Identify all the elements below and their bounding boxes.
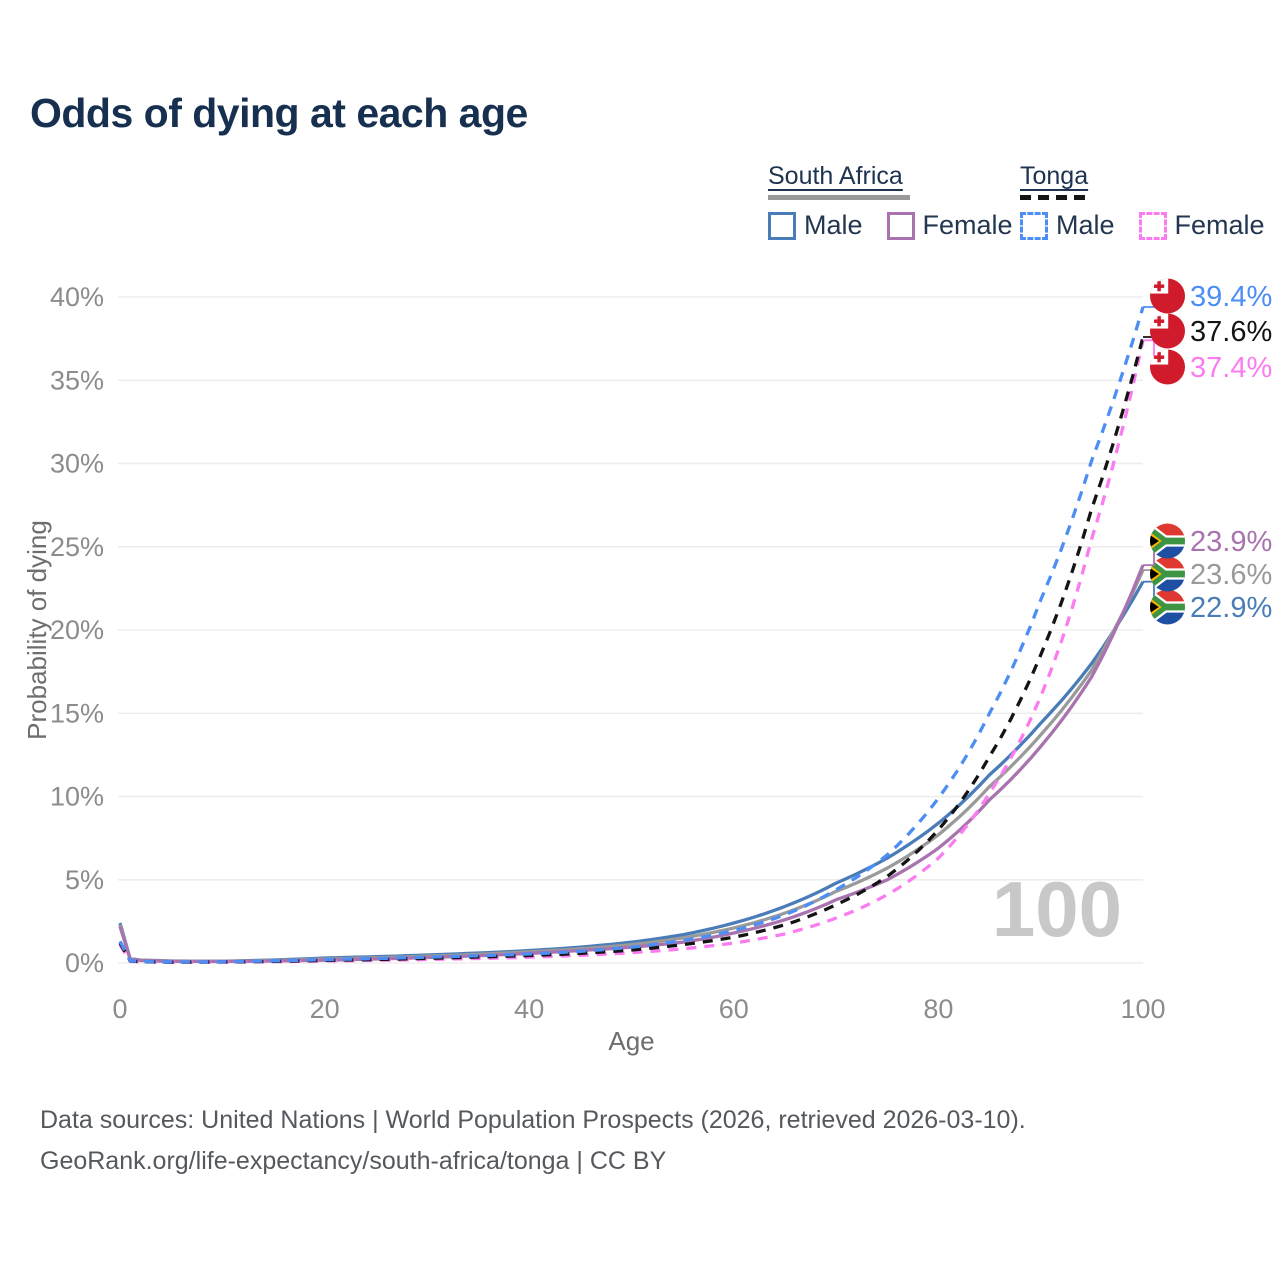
end-value-label-tonga_female: 37.4%	[1190, 352, 1272, 384]
footer: Data sources: United Nations | World Pop…	[40, 1100, 1026, 1182]
series-line-tonga_male[interactable]	[118, 306, 1145, 964]
legend-item-sa-male[interactable]: Male	[768, 210, 863, 241]
x-tick-label: 40	[514, 994, 544, 1024]
sa-male-swatch-icon	[768, 211, 796, 240]
south-africa-flag-icon	[1150, 589, 1185, 625]
y-tick-label: 10%	[50, 782, 104, 812]
legend-item-label: Female	[1174, 210, 1265, 240]
end-value-label-tonga_total: 37.6%	[1190, 316, 1272, 348]
legend-item-label: Female	[922, 210, 1013, 240]
tonga-male-swatch-icon	[1020, 211, 1048, 240]
age-watermark: 100	[991, 865, 1122, 953]
series-line-tonga_total[interactable]	[118, 336, 1145, 964]
series-line-sa_total[interactable]	[118, 569, 1145, 963]
x-axis-title: Age	[608, 1026, 654, 1056]
legend-item-sa-female[interactable]: Female	[886, 210, 1013, 241]
south-africa-flag-icon	[1150, 523, 1185, 559]
y-axis-title: Probability of dying	[22, 520, 52, 740]
legend-item-tonga-male[interactable]: Male	[1020, 210, 1115, 241]
page-title: Odds of dying at each age	[30, 90, 528, 136]
tonga-flag-icon	[1150, 278, 1185, 314]
legend-item-label: Male	[804, 210, 863, 240]
legend-item-label: Male	[1056, 210, 1115, 240]
y-tick-label: 35%	[50, 365, 104, 395]
y-tick-label: 30%	[50, 449, 104, 479]
y-tick-label: 40%	[50, 282, 104, 312]
y-tick-label: 25%	[50, 532, 104, 562]
end-value-label-sa_female: 23.9%	[1190, 526, 1272, 558]
series-line-sa_male[interactable]	[118, 580, 1145, 963]
x-tick-label: 0	[112, 994, 127, 1024]
end-value-label-sa_total: 23.6%	[1190, 559, 1272, 591]
legend-line-sample-south-africa	[768, 195, 910, 200]
legend-group-title-south-africa: South Africa	[768, 162, 903, 190]
series-line-sa_female[interactable]	[118, 564, 1145, 964]
legend-group-title-tonga: Tonga	[1020, 162, 1089, 190]
south-africa-flag-icon	[1150, 556, 1185, 592]
y-tick-label: 5%	[65, 865, 104, 895]
footer-data-sources: Data sources: United Nations | World Pop…	[40, 1106, 1026, 1134]
legend-group-south-africa: South Africa Male Female	[768, 162, 1027, 241]
legend-item-tonga-female[interactable]: Female	[1138, 210, 1265, 241]
tonga-flag-icon	[1150, 313, 1185, 349]
tonga-female-swatch-icon	[1138, 211, 1167, 240]
y-tick-label: 15%	[50, 698, 104, 728]
tonga-flag-icon	[1150, 349, 1185, 385]
x-tick-label: 20	[310, 994, 340, 1024]
end-value-label-sa_male: 22.9%	[1190, 592, 1272, 624]
y-tick-label: 0%	[65, 948, 104, 978]
legend-group-tonga: Tonga Male Female	[1020, 162, 1279, 241]
end-value-label-tonga_male: 39.4%	[1190, 281, 1272, 313]
x-tick-label: 60	[719, 994, 749, 1024]
series-line-tonga_female[interactable]	[118, 339, 1145, 964]
footer-attribution[interactable]: GeoRank.org/life-expectancy/south-africa…	[40, 1147, 667, 1175]
x-tick-label: 80	[923, 994, 953, 1024]
y-tick-label: 20%	[50, 615, 104, 645]
legend-line-sample-tonga	[1020, 195, 1092, 200]
x-tick-label: 100	[1120, 994, 1165, 1024]
sa-female-swatch-icon	[886, 211, 915, 240]
